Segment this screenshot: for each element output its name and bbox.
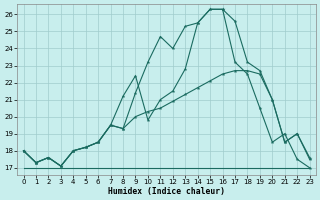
X-axis label: Humidex (Indice chaleur): Humidex (Indice chaleur) xyxy=(108,187,225,196)
